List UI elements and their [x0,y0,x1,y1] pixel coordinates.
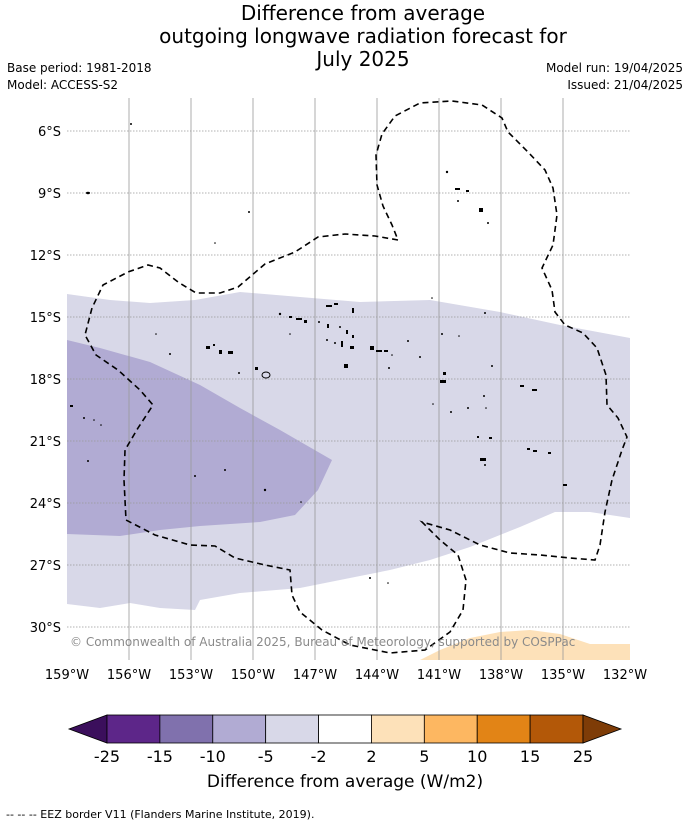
eez-legend-note: -- -- -- EEZ border V11 (Flanders Marine… [6,808,315,821]
colorbar-label: Difference from average (W/m2) [206,772,484,792]
lon-label: 132°W [603,668,647,683]
colorbar-swatch [106,714,161,744]
eez-border [84,100,628,654]
lon-label: 144°W [355,668,399,683]
lat-label: 15°S [30,311,61,326]
colorbar-swatch [476,714,531,744]
lon-label: 153°W [169,668,213,683]
colorbar-tick-label: -2 [311,747,327,766]
lon-label: 150°W [231,668,275,683]
map-title: Difference from average outgoing longwav… [0,2,690,71]
lon-label: 156°W [107,668,151,683]
lat-label: 30°S [30,621,61,636]
colorbar-swatch [423,714,478,744]
title-line-3: July 2025 [316,47,410,71]
colorbar-tick-label: 2 [366,747,376,766]
colorbar-swatch [318,714,372,744]
colorbar-tick-label: -15 [147,747,173,766]
meta-right: Model run: 19/04/2025 Issued: 21/04/2025 [546,60,683,94]
lat-label: 24°S [30,497,61,512]
model-name: Model: ACCESS-S2 [7,78,119,92]
colorbar-swatch [265,714,319,744]
lon-label: 141°W [417,668,461,683]
base-period: Base period: 1981-2018 [7,61,152,75]
colorbar: -25 -15 -10 -5 -2 2 5 10 15 25 [67,714,623,766]
copyright-notice: © Commonwealth of Australia 2025, Bureau… [70,635,575,649]
anomaly-region-neg10-neg5 [67,340,332,536]
colorbar-swatch [159,714,214,744]
colorbar-tick-label: -25 [94,747,120,766]
lat-label: 27°S [30,559,61,574]
map-panel: © Commonwealth of Australia 2025, Bureau… [30,98,647,683]
colorbar-tick-label: -5 [258,747,274,766]
lat-label: 12°S [30,249,61,264]
anomaly-region-pos2-pos5 [420,630,630,660]
colorbar-extend-high [582,714,623,744]
colorbar-extend-low [67,714,108,744]
model-run: Model run: 19/04/2025 [545,61,683,75]
colorbar-tick-label: 5 [419,747,429,766]
colorbar-swatch [371,714,425,744]
longitude-labels: 159°W 156°W 153°W 150°W 147°W 144°W 141°… [45,668,647,683]
lat-label: 21°S [30,435,61,450]
colorbar-tick-label: 25 [573,747,593,766]
lon-label: 138°W [479,668,523,683]
lon-label: 147°W [293,668,337,683]
meta-left: Base period: 1981-2018 Model: ACCESS-S2 [7,60,152,94]
latitude-labels: 6°S 9°S 12°S 15°S 18°S 21°S 24°S 27°S 30… [30,125,61,636]
lat-label: 6°S [38,125,61,140]
islands [70,123,567,584]
title-line-2: outgoing longwave radiation forecast for [159,24,567,48]
lat-label: 18°S [30,373,61,388]
colorbar-swatch [212,714,267,744]
issued-date: Issued: 21/04/2025 [567,78,683,92]
anomaly-region-neg5-neg2 [67,292,630,610]
colorbar-tick-label: 15 [520,747,540,766]
colorbar-swatch [529,714,584,744]
colorbar-tick-label: 10 [467,747,487,766]
lon-label: 159°W [45,668,89,683]
lon-label: 135°W [541,668,585,683]
colorbar-tick-label: -10 [200,747,226,766]
lat-label: 9°S [38,187,61,202]
title-line-1: Difference from average [240,1,486,25]
